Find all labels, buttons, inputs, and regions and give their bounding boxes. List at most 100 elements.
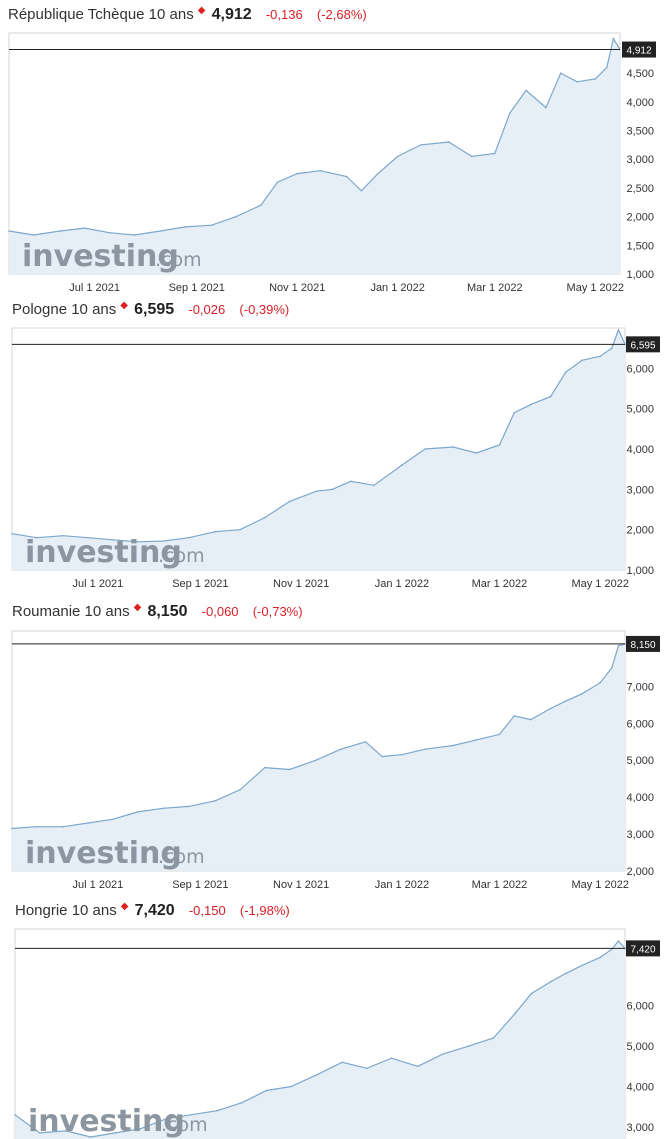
data-point xyxy=(89,1136,92,1138)
y-tick-label: 3,000 xyxy=(626,484,654,496)
instrument-name[interactable]: Roumanie 10 ans xyxy=(12,603,130,620)
x-tick-label: May 1 2022 xyxy=(571,578,628,590)
data-point xyxy=(508,112,511,115)
data-point xyxy=(525,89,527,92)
data-point xyxy=(581,693,583,695)
data-point xyxy=(139,1128,141,1130)
data-point xyxy=(276,181,279,183)
data-point xyxy=(599,681,601,684)
data-point xyxy=(319,169,322,172)
x-tick-label: Mar 1 2022 xyxy=(467,282,523,294)
x-tick-label: Jul 1 2021 xyxy=(69,282,120,294)
data-point xyxy=(345,175,348,178)
data-point xyxy=(452,744,455,747)
data-point xyxy=(190,1114,192,1116)
y-tick-label: 3,000 xyxy=(626,1122,654,1134)
area-chart[interactable]: 4,912 1,000 1,500 2,000 2,500 3,000 3,500 4,000… xyxy=(0,0,664,300)
instrument-name[interactable]: République Tchèque 10 ans xyxy=(8,6,194,23)
y-tick-label: 2,500 xyxy=(626,183,654,195)
data-point xyxy=(288,500,291,503)
data-point xyxy=(475,739,478,741)
data-point xyxy=(87,536,89,539)
price-change: -0,136 xyxy=(265,7,303,22)
data-point xyxy=(424,448,426,450)
data-point xyxy=(165,1118,168,1120)
y-tick-label: 6,000 xyxy=(626,363,654,375)
data-point xyxy=(417,1065,419,1068)
chart-panel-czech: République Tchèque 10 ans ◆ 4,912 -0,136 … xyxy=(0,0,664,300)
data-point xyxy=(564,371,567,374)
data-point xyxy=(11,532,13,535)
x-tick-label: Nov 1 2021 xyxy=(273,879,329,891)
data-point xyxy=(62,825,64,828)
data-point xyxy=(599,355,601,357)
y-tick-label: 2,000 xyxy=(626,866,654,878)
area-chart[interactable]: 7,420 3,000 4,000 5,000 6,000 investing.com xyxy=(0,896,664,1139)
data-point xyxy=(498,733,501,736)
data-point xyxy=(265,1089,268,1092)
instrument-name[interactable]: Hongrie 10 ans xyxy=(15,902,117,919)
data-point xyxy=(290,1085,293,1088)
data-point xyxy=(239,528,241,531)
data-point xyxy=(340,748,342,750)
last-price-tag-label: 4,912 xyxy=(626,46,651,57)
investing-logo: investing xyxy=(28,1104,185,1139)
data-point xyxy=(349,480,352,483)
data-point xyxy=(288,768,291,771)
data-point xyxy=(545,106,547,109)
series-line xyxy=(11,328,626,543)
data-point xyxy=(108,231,111,234)
instrument-header: Roumanie 10 ans ◆ 8,150 -0,060 (-0,73%) xyxy=(12,597,303,627)
area-chart[interactable]: 6,595 1,000 2,000 3,000 4,000 5,000 6,000 Jul 1… xyxy=(0,295,664,600)
data-point xyxy=(617,645,620,647)
series-area xyxy=(9,38,620,275)
data-point xyxy=(188,536,190,539)
price-change-pct: (-2,68%) xyxy=(316,7,367,22)
data-point xyxy=(441,1053,444,1055)
data-point xyxy=(214,530,216,533)
data-point xyxy=(214,800,216,802)
x-tick-label: Mar 1 2022 xyxy=(472,879,528,891)
data-point xyxy=(188,805,190,808)
x-tick-label: Jan 1 2022 xyxy=(375,578,429,590)
y-tick-label: 3,000 xyxy=(626,829,654,841)
chart-panel-romania: Roumanie 10 ans ◆ 8,150 -0,060 (-0,73%) 8… xyxy=(0,597,664,902)
instrument-header: Hongrie 10 ans ◆ 7,420 -0,150 (-1,98%) xyxy=(15,896,290,926)
y-tick-label: 4,000 xyxy=(626,792,654,804)
data-point xyxy=(184,226,186,228)
last-price-tag xyxy=(626,635,660,652)
investing-logo-suffix: .com xyxy=(158,846,205,868)
investing-logo: investing xyxy=(25,535,182,570)
last-price-tag-label: 7,420 xyxy=(630,944,655,955)
instrument-name[interactable]: Pologne 10 ans xyxy=(12,301,117,318)
price-change-pct: (-0,73%) xyxy=(252,604,303,619)
data-point xyxy=(381,755,383,758)
investing-logo: investing xyxy=(22,239,179,274)
data-point xyxy=(264,516,266,519)
area-chart[interactable]: 8,150 2,000 3,000 4,000 5,000 6,000 7,000 Jul 1… xyxy=(0,597,664,902)
x-tick-label: Nov 1 2021 xyxy=(269,282,325,294)
data-point xyxy=(38,1132,41,1134)
chart-panel-hungary: Hongrie 10 ans ◆ 7,420 -0,150 (-1,98%) 7,… xyxy=(0,896,664,1139)
data-point xyxy=(401,753,403,756)
last-price-tag xyxy=(626,940,660,957)
x-tick-label: Jul 1 2021 xyxy=(73,578,124,590)
data-point xyxy=(611,667,613,669)
data-point xyxy=(373,484,375,487)
data-point xyxy=(617,329,620,331)
price-change-pct: (-0,39%) xyxy=(239,302,290,317)
data-point xyxy=(87,822,89,824)
data-point xyxy=(235,215,238,218)
data-point xyxy=(498,444,501,446)
x-tick-label: Nov 1 2021 xyxy=(273,578,329,590)
data-point xyxy=(612,37,615,40)
investing-logo-suffix: .com xyxy=(161,1114,208,1136)
price-change: -0,060 xyxy=(201,604,239,619)
data-point xyxy=(513,715,516,717)
data-point xyxy=(315,759,317,761)
y-tick-label: 5,000 xyxy=(626,1041,654,1053)
chart-panel-poland: Pologne 10 ans ◆ 6,595 -0,026 (-0,39%) 6,… xyxy=(0,295,664,600)
price-change: -0,026 xyxy=(188,302,226,317)
data-point xyxy=(136,811,139,813)
data-point xyxy=(599,956,602,959)
